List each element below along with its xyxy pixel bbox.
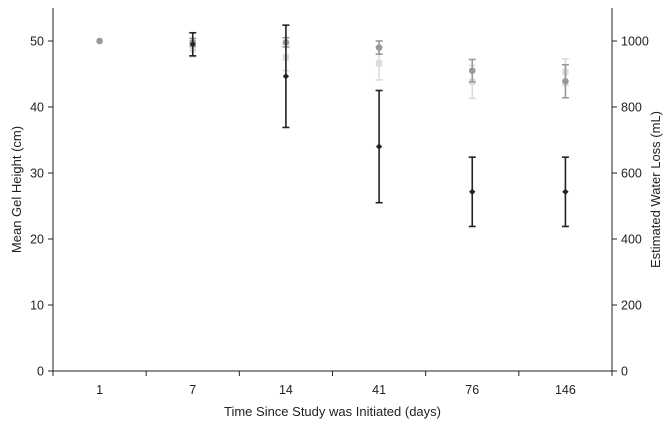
data-point-circle — [96, 37, 103, 45]
x-tick-label: 41 — [372, 383, 386, 397]
right-tick-label: 200 — [621, 299, 642, 313]
x-axis-title: Time Since Study was Initiated (days) — [224, 404, 441, 419]
left-tick-label: 0 — [37, 365, 44, 379]
right-tick-label: 800 — [621, 101, 642, 115]
x-tick-label: 146 — [555, 383, 576, 397]
left-tick-label: 40 — [30, 101, 44, 115]
data-point-diamond — [562, 188, 569, 196]
data-point-circle — [562, 77, 569, 85]
right-tick-label: 1000 — [621, 35, 649, 49]
data-point-diamond — [282, 73, 290, 80]
data-point-square — [375, 60, 383, 67]
left-y-axis-title: Mean Gel Height (cm) — [9, 126, 24, 253]
right-tick-label: 600 — [621, 167, 642, 181]
right-tick-label: 400 — [621, 233, 642, 247]
x-tick-label: 1 — [96, 383, 103, 397]
data-marks — [96, 24, 569, 228]
right-y-axis-title: Estimated Water Loss (mL) — [648, 111, 663, 268]
data-point-diamond — [189, 41, 196, 48]
data-point-circle — [468, 67, 476, 74]
x-tick-label: 7 — [189, 383, 196, 397]
right-y-ticks: 0 200 400 600 800 1000 — [612, 35, 649, 379]
data-point-circle — [375, 44, 383, 51]
left-tick-label: 50 — [30, 35, 44, 49]
left-tick-label: 20 — [30, 233, 44, 247]
left-tick-label: 10 — [30, 299, 44, 313]
x-ticks: 1 7 14 41 76 146 — [52, 371, 613, 397]
left-y-ticks: 0 10 20 30 40 50 — [30, 35, 53, 379]
x-tick-label: 76 — [465, 383, 479, 397]
data-point-diamond — [375, 143, 383, 150]
right-tick-label: 0 — [621, 365, 628, 379]
data-point-diamond — [469, 188, 476, 196]
x-tick-label: 14 — [279, 383, 293, 397]
left-tick-label: 30 — [30, 167, 44, 181]
